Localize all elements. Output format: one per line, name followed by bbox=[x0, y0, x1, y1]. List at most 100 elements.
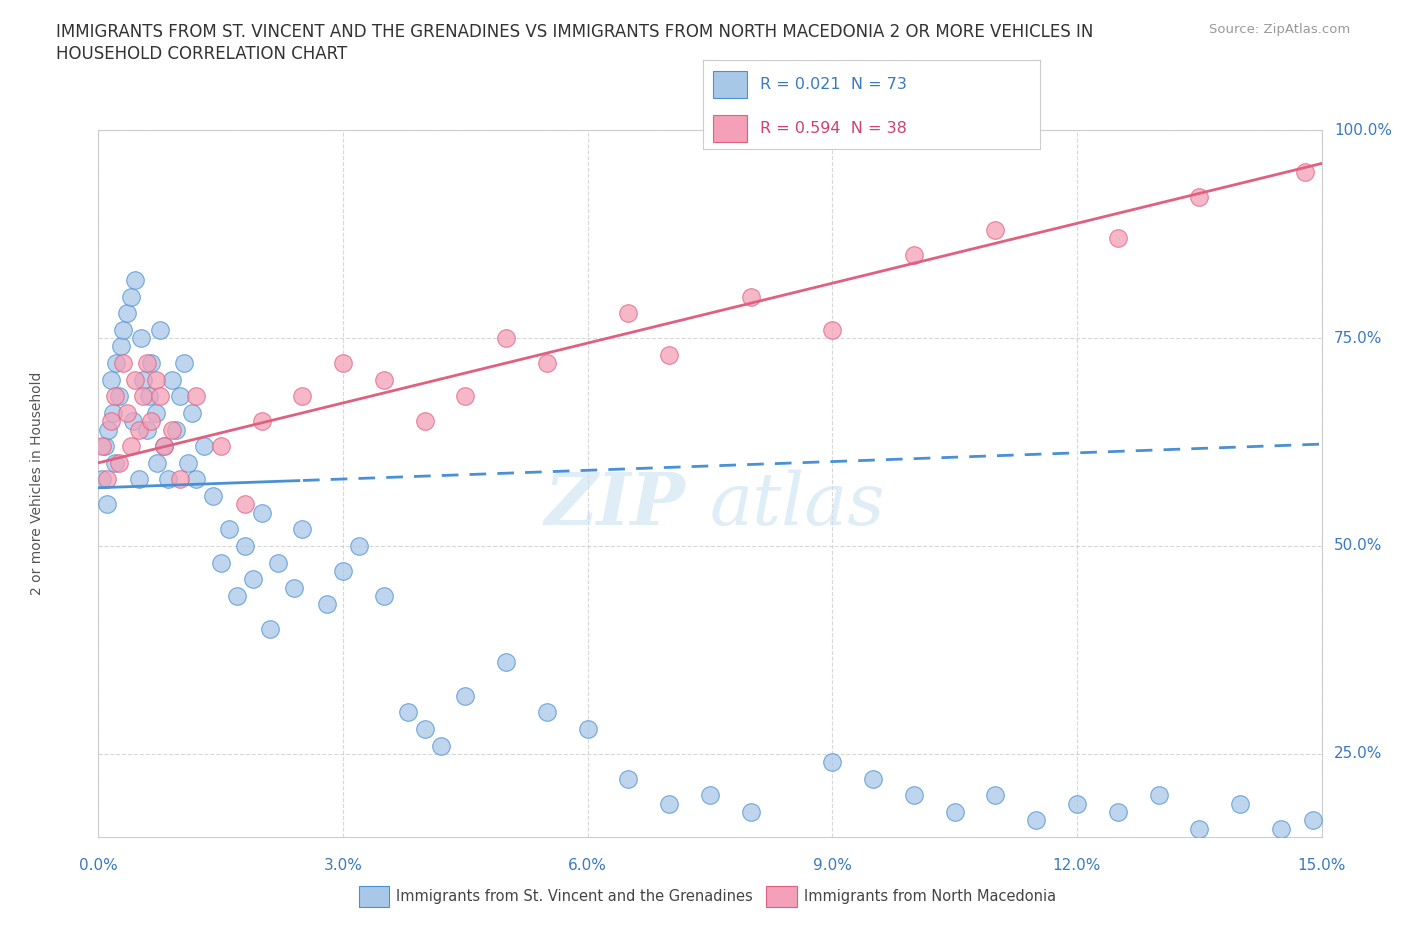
Point bbox=[536, 355, 558, 370]
Point bbox=[100, 372, 122, 387]
Point bbox=[1188, 821, 1211, 836]
Point bbox=[132, 372, 155, 387]
Point bbox=[136, 422, 159, 437]
Text: 50.0%: 50.0% bbox=[1334, 538, 1382, 553]
Point bbox=[152, 439, 174, 454]
Point bbox=[1188, 190, 1211, 205]
Text: 15.0%: 15.0% bbox=[1298, 858, 1346, 873]
Point bbox=[373, 372, 395, 387]
Point bbox=[128, 422, 150, 437]
Point bbox=[145, 405, 167, 420]
Point bbox=[1107, 804, 1129, 819]
Point bbox=[984, 788, 1007, 803]
Point bbox=[1107, 231, 1129, 246]
Point bbox=[132, 389, 155, 404]
Point bbox=[186, 472, 208, 487]
Point bbox=[903, 247, 925, 262]
Point bbox=[96, 472, 118, 487]
Point bbox=[740, 289, 762, 304]
Point bbox=[1270, 821, 1292, 836]
Text: Source: ZipAtlas.com: Source: ZipAtlas.com bbox=[1209, 23, 1350, 36]
Point bbox=[104, 456, 127, 471]
Point bbox=[101, 405, 124, 420]
Point bbox=[169, 472, 191, 487]
Point bbox=[177, 456, 200, 471]
Point bbox=[1066, 796, 1088, 811]
Point bbox=[115, 405, 138, 420]
Point bbox=[146, 456, 169, 471]
Point bbox=[250, 414, 273, 429]
Point bbox=[111, 323, 134, 338]
Point bbox=[124, 372, 146, 387]
Text: 2 or more Vehicles in Household: 2 or more Vehicles in Household bbox=[31, 372, 44, 595]
Point bbox=[1025, 813, 1047, 828]
Point bbox=[110, 339, 132, 353]
Point bbox=[193, 439, 215, 454]
Point bbox=[454, 688, 477, 703]
Text: 12.0%: 12.0% bbox=[1053, 858, 1101, 873]
Point bbox=[136, 355, 159, 370]
Bar bbox=[713, 71, 747, 98]
Text: ZIP: ZIP bbox=[544, 470, 686, 540]
Point bbox=[186, 389, 208, 404]
Point bbox=[1147, 788, 1170, 803]
Text: HOUSEHOLD CORRELATION CHART: HOUSEHOLD CORRELATION CHART bbox=[56, 45, 347, 62]
Point bbox=[156, 472, 179, 487]
Point bbox=[138, 389, 160, 404]
Point bbox=[658, 796, 681, 811]
Point bbox=[242, 572, 264, 587]
Text: 100.0%: 100.0% bbox=[1334, 123, 1392, 138]
Point bbox=[165, 422, 187, 437]
Point bbox=[315, 597, 337, 612]
Point bbox=[495, 655, 517, 670]
Point bbox=[699, 788, 721, 803]
Point bbox=[862, 771, 884, 786]
Point bbox=[821, 323, 844, 338]
Point bbox=[91, 472, 114, 487]
Point bbox=[1229, 796, 1251, 811]
Point bbox=[495, 331, 517, 346]
Point bbox=[91, 439, 114, 454]
Point bbox=[115, 306, 138, 321]
Text: Immigrants from St. Vincent and the Grenadines: Immigrants from St. Vincent and the Gren… bbox=[396, 889, 754, 904]
Point bbox=[152, 439, 174, 454]
Point bbox=[160, 422, 183, 437]
Point bbox=[128, 472, 150, 487]
Point bbox=[291, 522, 314, 537]
Point bbox=[97, 422, 120, 437]
Point bbox=[658, 347, 681, 362]
Point bbox=[332, 564, 354, 578]
Point bbox=[1302, 813, 1324, 828]
Text: 9.0%: 9.0% bbox=[813, 858, 852, 873]
Point bbox=[413, 414, 436, 429]
Text: IMMIGRANTS FROM ST. VINCENT AND THE GRENADINES VS IMMIGRANTS FROM NORTH MACEDONI: IMMIGRANTS FROM ST. VINCENT AND THE GREN… bbox=[56, 23, 1094, 41]
Point bbox=[218, 522, 240, 537]
Point bbox=[94, 439, 117, 454]
Text: Immigrants from North Macedonia: Immigrants from North Macedonia bbox=[804, 889, 1056, 904]
Point bbox=[283, 580, 305, 595]
Point bbox=[105, 355, 128, 370]
Point bbox=[821, 755, 844, 770]
Point bbox=[124, 272, 146, 287]
Point bbox=[160, 372, 183, 387]
Point bbox=[149, 323, 172, 338]
Point bbox=[111, 355, 134, 370]
Point bbox=[173, 355, 195, 370]
Point bbox=[454, 389, 477, 404]
Point bbox=[259, 621, 281, 636]
Point bbox=[396, 705, 419, 720]
Point bbox=[169, 389, 191, 404]
Point bbox=[576, 722, 599, 737]
Point bbox=[291, 389, 314, 404]
Point bbox=[903, 788, 925, 803]
Point bbox=[129, 331, 152, 346]
Text: 3.0%: 3.0% bbox=[323, 858, 363, 873]
Text: 6.0%: 6.0% bbox=[568, 858, 607, 873]
Point bbox=[740, 804, 762, 819]
Point bbox=[332, 355, 354, 370]
Text: R = 0.021  N = 73: R = 0.021 N = 73 bbox=[761, 77, 907, 92]
Text: R = 0.594  N = 38: R = 0.594 N = 38 bbox=[761, 121, 907, 136]
Point bbox=[108, 456, 131, 471]
Point bbox=[120, 439, 142, 454]
Point bbox=[149, 389, 172, 404]
